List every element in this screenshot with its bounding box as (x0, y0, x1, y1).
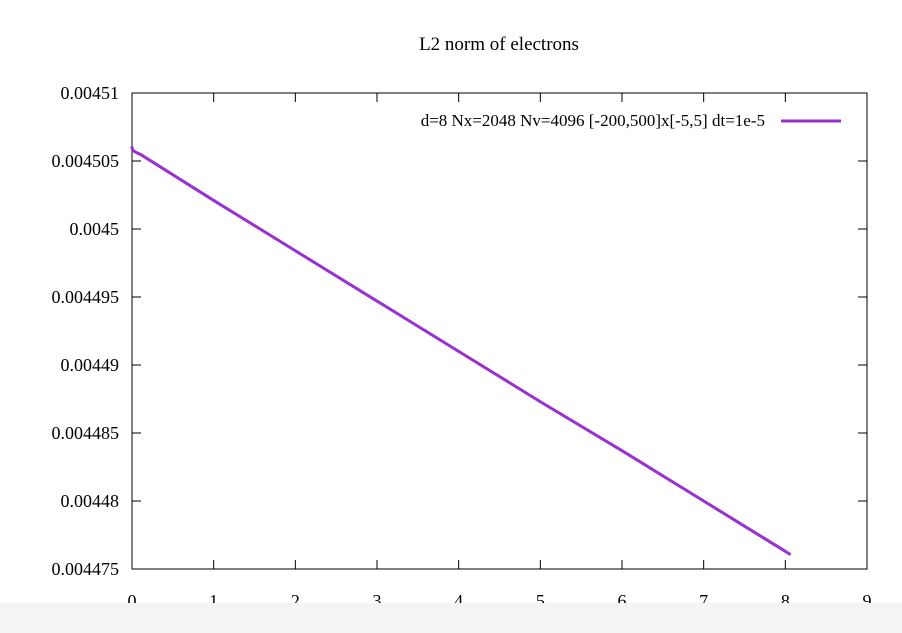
y-tick-label: 0.00451 (61, 83, 120, 103)
x-tick-label: 0 (128, 591, 137, 611)
x-tick-label: 9 (863, 591, 872, 611)
window-bottom-strip (0, 603, 902, 633)
y-tick-label: 0.004475 (52, 559, 120, 579)
y-tick-label: 0.0045 (70, 219, 120, 239)
x-tick-label: 4 (454, 591, 463, 611)
x-tick-label: 2 (291, 591, 300, 611)
y-tick-label: 0.00449 (61, 355, 120, 375)
axis-ticks: 0 1 2 3 4 5 6 7 8 9 0.004475 0.00448 0.004485 0.00449… (52, 83, 872, 611)
series-layer (130, 145, 791, 556)
legend-label: d=8 Nx=2048 Nv=4096 [-200,500]x[-5,5] dt… (421, 111, 765, 130)
plot-frame (131, 92, 868, 570)
x-tick-label: 7 (699, 591, 708, 611)
chart-title: L2 norm of electrons (419, 34, 579, 55)
x-tick-label: 5 (536, 591, 545, 611)
x-tick-label: 8 (781, 591, 790, 611)
y-tick-label: 0.004505 (52, 151, 120, 171)
y-tick-label: 0.004485 (52, 423, 120, 443)
y-tick-label: 0.00448 (61, 491, 120, 511)
y-tick-label: 0.004495 (52, 287, 120, 307)
x-tick-label: 6 (618, 591, 627, 611)
x-tick-label: 1 (209, 591, 218, 611)
legend: d=8 Nx=2048 Nv=4096 [-200,500]x[-5,5] dt… (421, 111, 841, 130)
x-tick-label: 3 (373, 591, 382, 611)
series-line (130, 145, 791, 556)
